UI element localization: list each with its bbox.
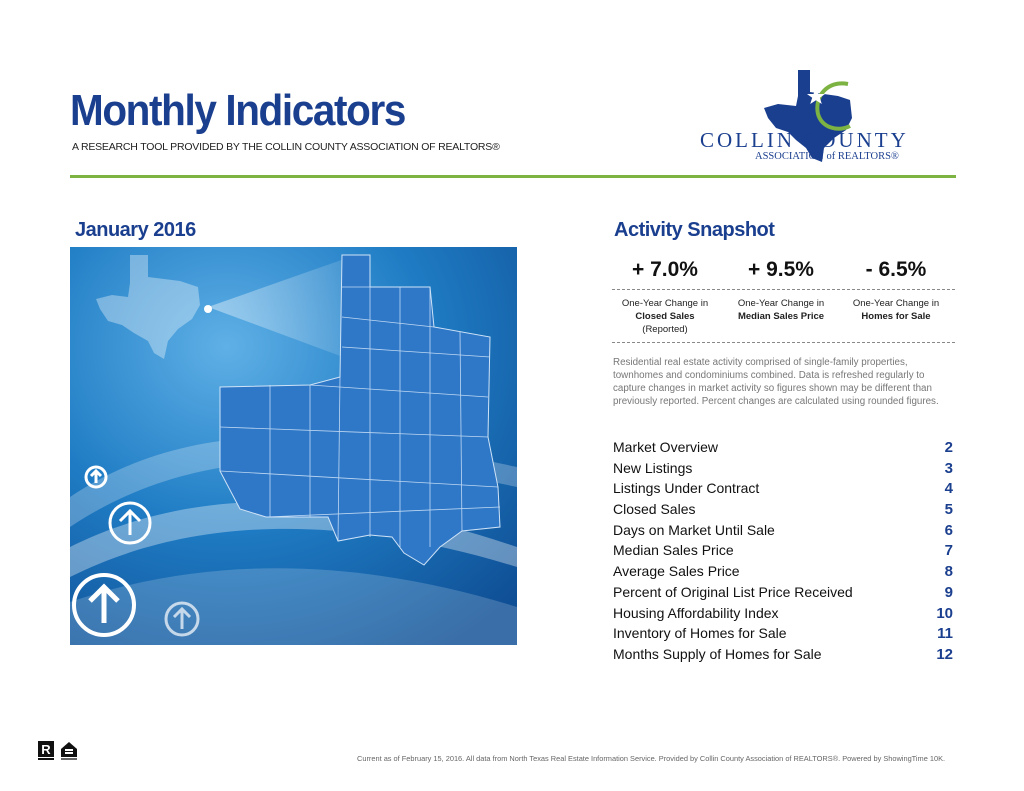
- county-map-image: [70, 247, 517, 645]
- stat-median-price-caption: One-Year Change in Median Sales Price: [737, 298, 825, 322]
- stat-closed-sales-value: + 7.0%: [632, 258, 698, 281]
- page-title: Monthly Indicators: [70, 86, 406, 135]
- stat-median-price-value: + 9.5%: [748, 258, 814, 281]
- toc-item[interactable]: Closed Sales 5: [613, 501, 953, 519]
- snapshot-title: Activity Snapshot: [614, 219, 775, 241]
- toc-item[interactable]: New Listings 3: [613, 459, 953, 477]
- toc-item[interactable]: Market Overview 2: [613, 439, 953, 456]
- footer-note: Current as of February 15, 2016. All dat…: [357, 754, 946, 763]
- realtor-equal-housing-icon: R: [38, 741, 77, 760]
- logo-name: COLLIN COUNTY: [700, 128, 909, 152]
- stat-closed-sales-caption: One-Year Change in Closed Sales (Reporte…: [621, 298, 709, 335]
- report-month: January 2016: [75, 219, 196, 241]
- toc-item[interactable]: Listings Under Contract 4: [613, 480, 953, 498]
- snapshot-divider-bottom: [612, 342, 955, 343]
- texas-logo-icon: [764, 70, 852, 162]
- stat-homes-for-sale-caption: One-Year Change in Homes for Sale: [852, 298, 940, 322]
- table-of-contents: Market Overview 2 New Listings 3 Listings …: [613, 439, 953, 667]
- toc-item[interactable]: Days on Market Until Sale 6: [613, 521, 953, 539]
- toc-item[interactable]: Median Sales Price 7: [613, 542, 953, 560]
- logo-subtitle: ASSOCIATION of REALTORS®: [755, 151, 899, 162]
- header-divider: [70, 175, 956, 178]
- toc-item[interactable]: Average Sales Price 8: [613, 563, 953, 581]
- toc-item[interactable]: Months Supply of Homes for Sale 12: [613, 645, 953, 663]
- page-subtitle: A RESEARCH TOOL PROVIDED BY THE COLLIN C…: [72, 141, 500, 153]
- snapshot-description: Residential real estate activity compris…: [613, 357, 939, 407]
- toc-item[interactable]: Housing Affordability Index 10: [613, 604, 953, 622]
- arrow-circle-icon: [72, 465, 200, 637]
- toc-item[interactable]: Percent of Original List Price Received 9: [613, 583, 953, 601]
- svg-text:R: R: [41, 742, 51, 757]
- snapshot-divider-top: [612, 289, 955, 290]
- stat-homes-for-sale-value: - 6.5%: [865, 258, 927, 281]
- toc-item[interactable]: Inventory of Homes for Sale 11: [613, 625, 953, 643]
